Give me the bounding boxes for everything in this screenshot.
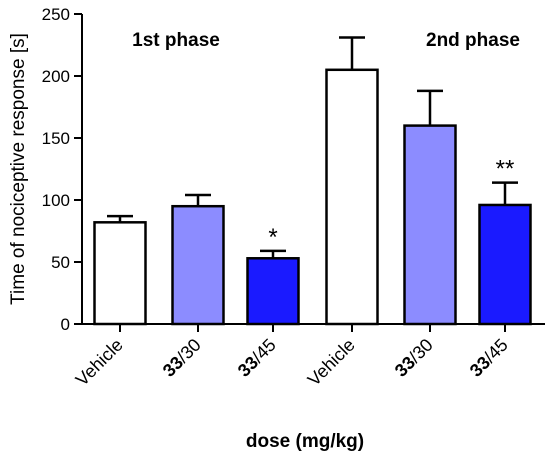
bar-group <box>403 89 457 326</box>
bar-group <box>325 36 379 326</box>
bar <box>93 221 147 326</box>
bar-group <box>93 214 147 326</box>
bar <box>171 204 225 326</box>
y-tick-label: 0 <box>61 315 70 334</box>
y-tick-label: 250 <box>42 5 70 24</box>
bar-group <box>478 181 532 326</box>
y-tick-label: 150 <box>42 129 70 148</box>
y-axis-label: Time of nociceptive response [s] <box>8 33 29 305</box>
category-label: Vehicle <box>304 335 359 390</box>
bar <box>325 68 379 326</box>
labels: Time of nociceptive response [s] dose (mg… <box>8 30 520 452</box>
category-label: 33/45 <box>234 335 280 381</box>
bars <box>93 36 532 326</box>
y-tick-label: 100 <box>42 191 70 210</box>
bar <box>403 124 457 326</box>
y-tick-label: 50 <box>51 253 70 272</box>
significance-marker: ** <box>496 156 515 183</box>
axes: 0 50 100 150 200 250 <box>42 5 545 334</box>
significance-marker: * <box>268 224 277 251</box>
category-label: Vehicle <box>72 335 127 390</box>
category-label: 33/45 <box>466 335 512 381</box>
x-axis-label: dose (mg/kg) <box>246 431 364 452</box>
bar <box>478 203 532 326</box>
bar-group <box>246 249 300 326</box>
category-label: 33/30 <box>159 335 205 381</box>
phase-label: 1st phase <box>132 30 220 51</box>
phase-label: 2nd phase <box>426 30 520 51</box>
bar-group <box>171 193 225 326</box>
category-label: 33/30 <box>391 335 437 381</box>
y-tick-label: 200 <box>42 67 70 86</box>
bar <box>246 257 300 326</box>
